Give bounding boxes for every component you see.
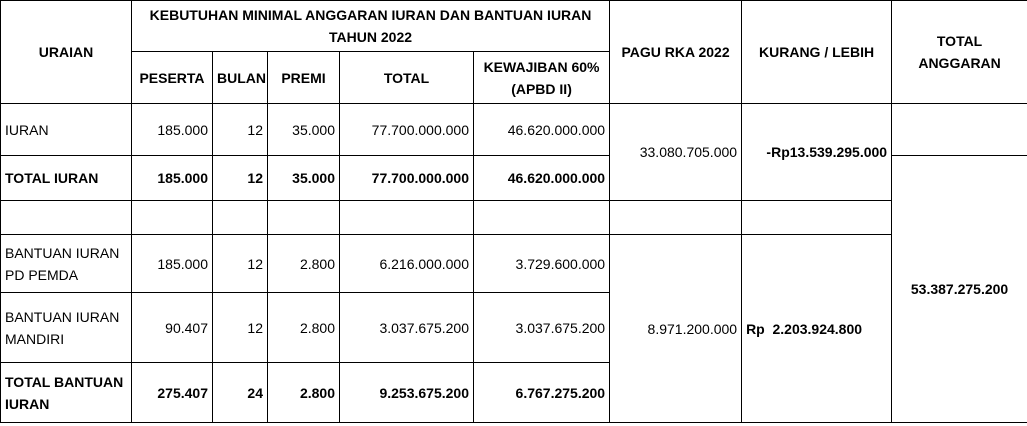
cell-iuran-total[interactable]: 77.700.000.000 (339, 103, 474, 156)
table-row-bantuan-pemda: BANTUAN IURAN PD PEMDA 185.000 12 2.800 … (0, 234, 1027, 423)
header-total[interactable]: TOTAL (339, 51, 474, 104)
cell-empty[interactable] (0, 200, 132, 235)
cell-bantuan-pemda-label[interactable]: BANTUAN IURAN PD PEMDA (0, 234, 132, 293)
table-row-total-bantuan: TOTAL BANTUAN IURAN 275.407 24 2.800 9.2… (0, 362, 1027, 423)
cell-iuran-peserta[interactable]: 185.000 (131, 103, 213, 156)
cell-bantuan-pemda-bulan[interactable]: 12 (212, 234, 268, 293)
cell-total-iuran-premi[interactable]: 35.000 (267, 155, 340, 201)
table-row-iuran: IURAN 185.000 12 35.000 77.700.000.000 4… (0, 103, 1027, 201)
header-kewajiban[interactable]: KEWAJIBAN 60% (APBD II) (472, 51, 611, 104)
cell-iuran-label[interactable]: IURAN (0, 103, 132, 156)
cell-total-bantuan-label-line2: IURAN (5, 395, 50, 412)
table-row-total-iuran: TOTAL IURAN 185.000 12 35.000 77.700.000… (0, 155, 1027, 423)
header-kebutuhan[interactable]: KEBUTUHAN MINIMAL ANGGARAN IURAN DAN BAN… (130, 0, 611, 52)
header-peserta[interactable]: PESERTA (131, 51, 213, 104)
cell-total-bantuan-peserta[interactable]: 275.407 (131, 362, 213, 423)
cell-total-iuran-label[interactable]: TOTAL IURAN (0, 155, 132, 201)
header-bulan[interactable]: BULAN (212, 51, 268, 104)
cell-empty[interactable] (267, 200, 340, 235)
cell-bantuan-pemda-label-line1: BANTUAN IURAN (5, 244, 120, 261)
cell-total-bantuan-bulan[interactable]: 24 (212, 362, 268, 423)
header-pagu[interactable]: PAGU RKA 2022 (609, 0, 743, 104)
cell-total-iuran-total[interactable]: 77.700.000.000 (339, 155, 474, 201)
cell-total-bantuan-kewajiban[interactable]: 6.767.275.200 (472, 362, 611, 423)
cell-empty[interactable] (339, 200, 474, 235)
cell-bantuan-mandiri-label-line2: MANDIRI (5, 330, 65, 347)
cell-empty[interactable] (131, 200, 213, 235)
cell-bantuan-pemda-label-line2: PD PEMDA (5, 266, 79, 283)
cell-total-iuran-kewajiban[interactable]: 46.620.000.000 (472, 155, 611, 201)
header-premi[interactable]: PREMI (267, 51, 340, 104)
cell-kurang-bantuan[interactable]: Rp 2.203.924.800 (741, 234, 893, 423)
cell-iuran-kewajiban[interactable]: 46.620.000.000 (472, 103, 611, 156)
cell-empty[interactable] (212, 200, 268, 235)
cell-bantuan-pemda-kewajiban[interactable]: 3.729.600.000 (472, 234, 611, 293)
header-kebutuhan-line1: KEBUTUHAN MINIMAL ANGGARAN IURAN DAN BAN… (149, 7, 592, 23)
cell-total-bantuan-premi[interactable]: 2.800 (267, 362, 340, 423)
cell-empty[interactable] (609, 200, 743, 235)
cell-bantuan-mandiri-premi[interactable]: 2.800 (267, 292, 340, 363)
cell-total-iuran-bulan[interactable]: 12 (212, 155, 268, 201)
cell-bantuan-mandiri-label-line1: BANTUAN IURAN (5, 308, 120, 325)
cell-total-anggaran[interactable]: 53.387.275.200 (891, 155, 1027, 423)
header-kurang-lebih[interactable]: KURANG / LEBIH (741, 0, 893, 104)
header-uraian[interactable]: URAIAN (0, 0, 132, 104)
cell-bantuan-pemda-peserta[interactable]: 185.000 (131, 234, 213, 293)
cell-bantuan-mandiri-total[interactable]: 3.037.675.200 (339, 292, 474, 363)
cell-total-iuran-peserta[interactable]: 185.000 (131, 155, 213, 201)
header-kebutuhan-line2: TAHUN 2022 (329, 29, 413, 45)
header-kewajiban-line1: KEWAJIBAN 60% (483, 58, 600, 75)
header-total-anggaran[interactable]: TOTAL ANGGARAN (891, 0, 1027, 104)
cell-bantuan-pemda-premi[interactable]: 2.800 (267, 234, 340, 293)
cell-bantuan-mandiri-label[interactable]: BANTUAN IURAN MANDIRI (0, 292, 132, 363)
header-total-anggaran-line1: TOTAL (936, 33, 983, 49)
cell-pagu-bantuan[interactable]: 8.971.200.000 (609, 234, 743, 423)
cell-total-bantuan-label[interactable]: TOTAL BANTUAN IURAN (0, 362, 132, 423)
cell-iuran-bulan[interactable]: 12 (212, 103, 268, 156)
cell-iuran-premi[interactable]: 35.000 (267, 103, 340, 156)
cell-bantuan-mandiri-bulan[interactable]: 12 (212, 292, 268, 363)
header-total-anggaran-line2: ANGGARAN (918, 55, 1001, 71)
table-row-empty (0, 200, 1027, 235)
cell-bantuan-pemda-total[interactable]: 6.216.000.000 (339, 234, 474, 293)
header-kewajiban-line2: (APBD II) (511, 80, 572, 97)
cell-total-anggaran-top[interactable] (891, 103, 1027, 156)
cell-pagu-iuran[interactable]: 33.080.705.000 (609, 103, 743, 201)
cell-bantuan-mandiri-peserta[interactable]: 90.407 (131, 292, 213, 363)
cell-empty[interactable] (741, 200, 893, 235)
cell-empty[interactable] (472, 200, 611, 235)
cell-bantuan-mandiri-kewajiban[interactable]: 3.037.675.200 (472, 292, 611, 363)
cell-total-bantuan-label-line1: TOTAL BANTUAN (5, 373, 124, 390)
cell-total-bantuan-total[interactable]: 9.253.675.200 (339, 362, 474, 423)
cell-kurang-iuran[interactable]: -Rp13.539.295.000 (741, 103, 893, 201)
